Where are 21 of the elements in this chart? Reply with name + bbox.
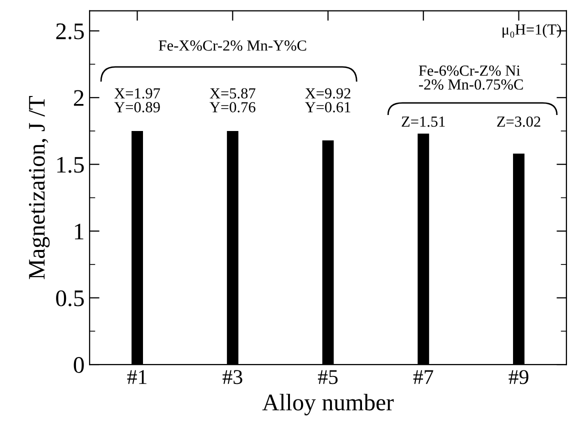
annotation: Z=1.51 (402, 116, 445, 127)
annotation: Z=3.02 (497, 116, 540, 127)
y-tick-label: 0.5 (56, 290, 84, 306)
annotation: μ₀H=1(T) (502, 24, 562, 38)
annotation: Fe-X%Cr-2% Mn-Y%C (158, 40, 306, 51)
annotation: X=5.87 Y=0.76 (210, 88, 256, 112)
x-axis-title: Alloy number (262, 394, 394, 416)
x-tick-label: #7 (413, 370, 434, 384)
y-tick-label: 0 (74, 357, 84, 373)
y-tick-label: 2 (74, 90, 84, 106)
y-axis-title: Magnetization, J /T (28, 96, 50, 280)
y-tick-label: 2.5 (56, 23, 84, 40)
x-tick-label: #1 (127, 370, 146, 384)
annotation: Fe-6%Cr-Z% Ni -2% Mn-0.75%C (418, 66, 523, 90)
x-tick-label: #3 (222, 370, 242, 384)
x-tick-label: #9 (508, 370, 528, 384)
annotation: X=1.97 Y=0.89 (114, 88, 160, 112)
annotation: X=9.92 Y=0.61 (304, 88, 350, 112)
y-tick-label: 1 (75, 224, 84, 240)
y-tick-label: 1.5 (57, 156, 84, 173)
x-tick-label: #5 (318, 370, 338, 384)
